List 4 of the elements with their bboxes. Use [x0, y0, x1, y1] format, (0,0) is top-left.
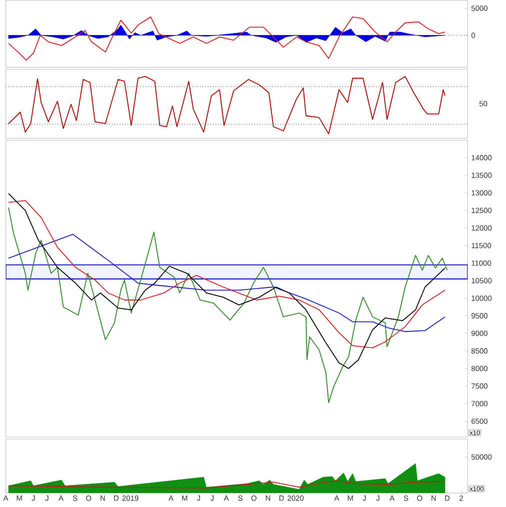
line-series	[8, 16, 446, 61]
line-series	[8, 193, 446, 369]
line-series	[8, 207, 448, 404]
line-series	[8, 200, 446, 348]
